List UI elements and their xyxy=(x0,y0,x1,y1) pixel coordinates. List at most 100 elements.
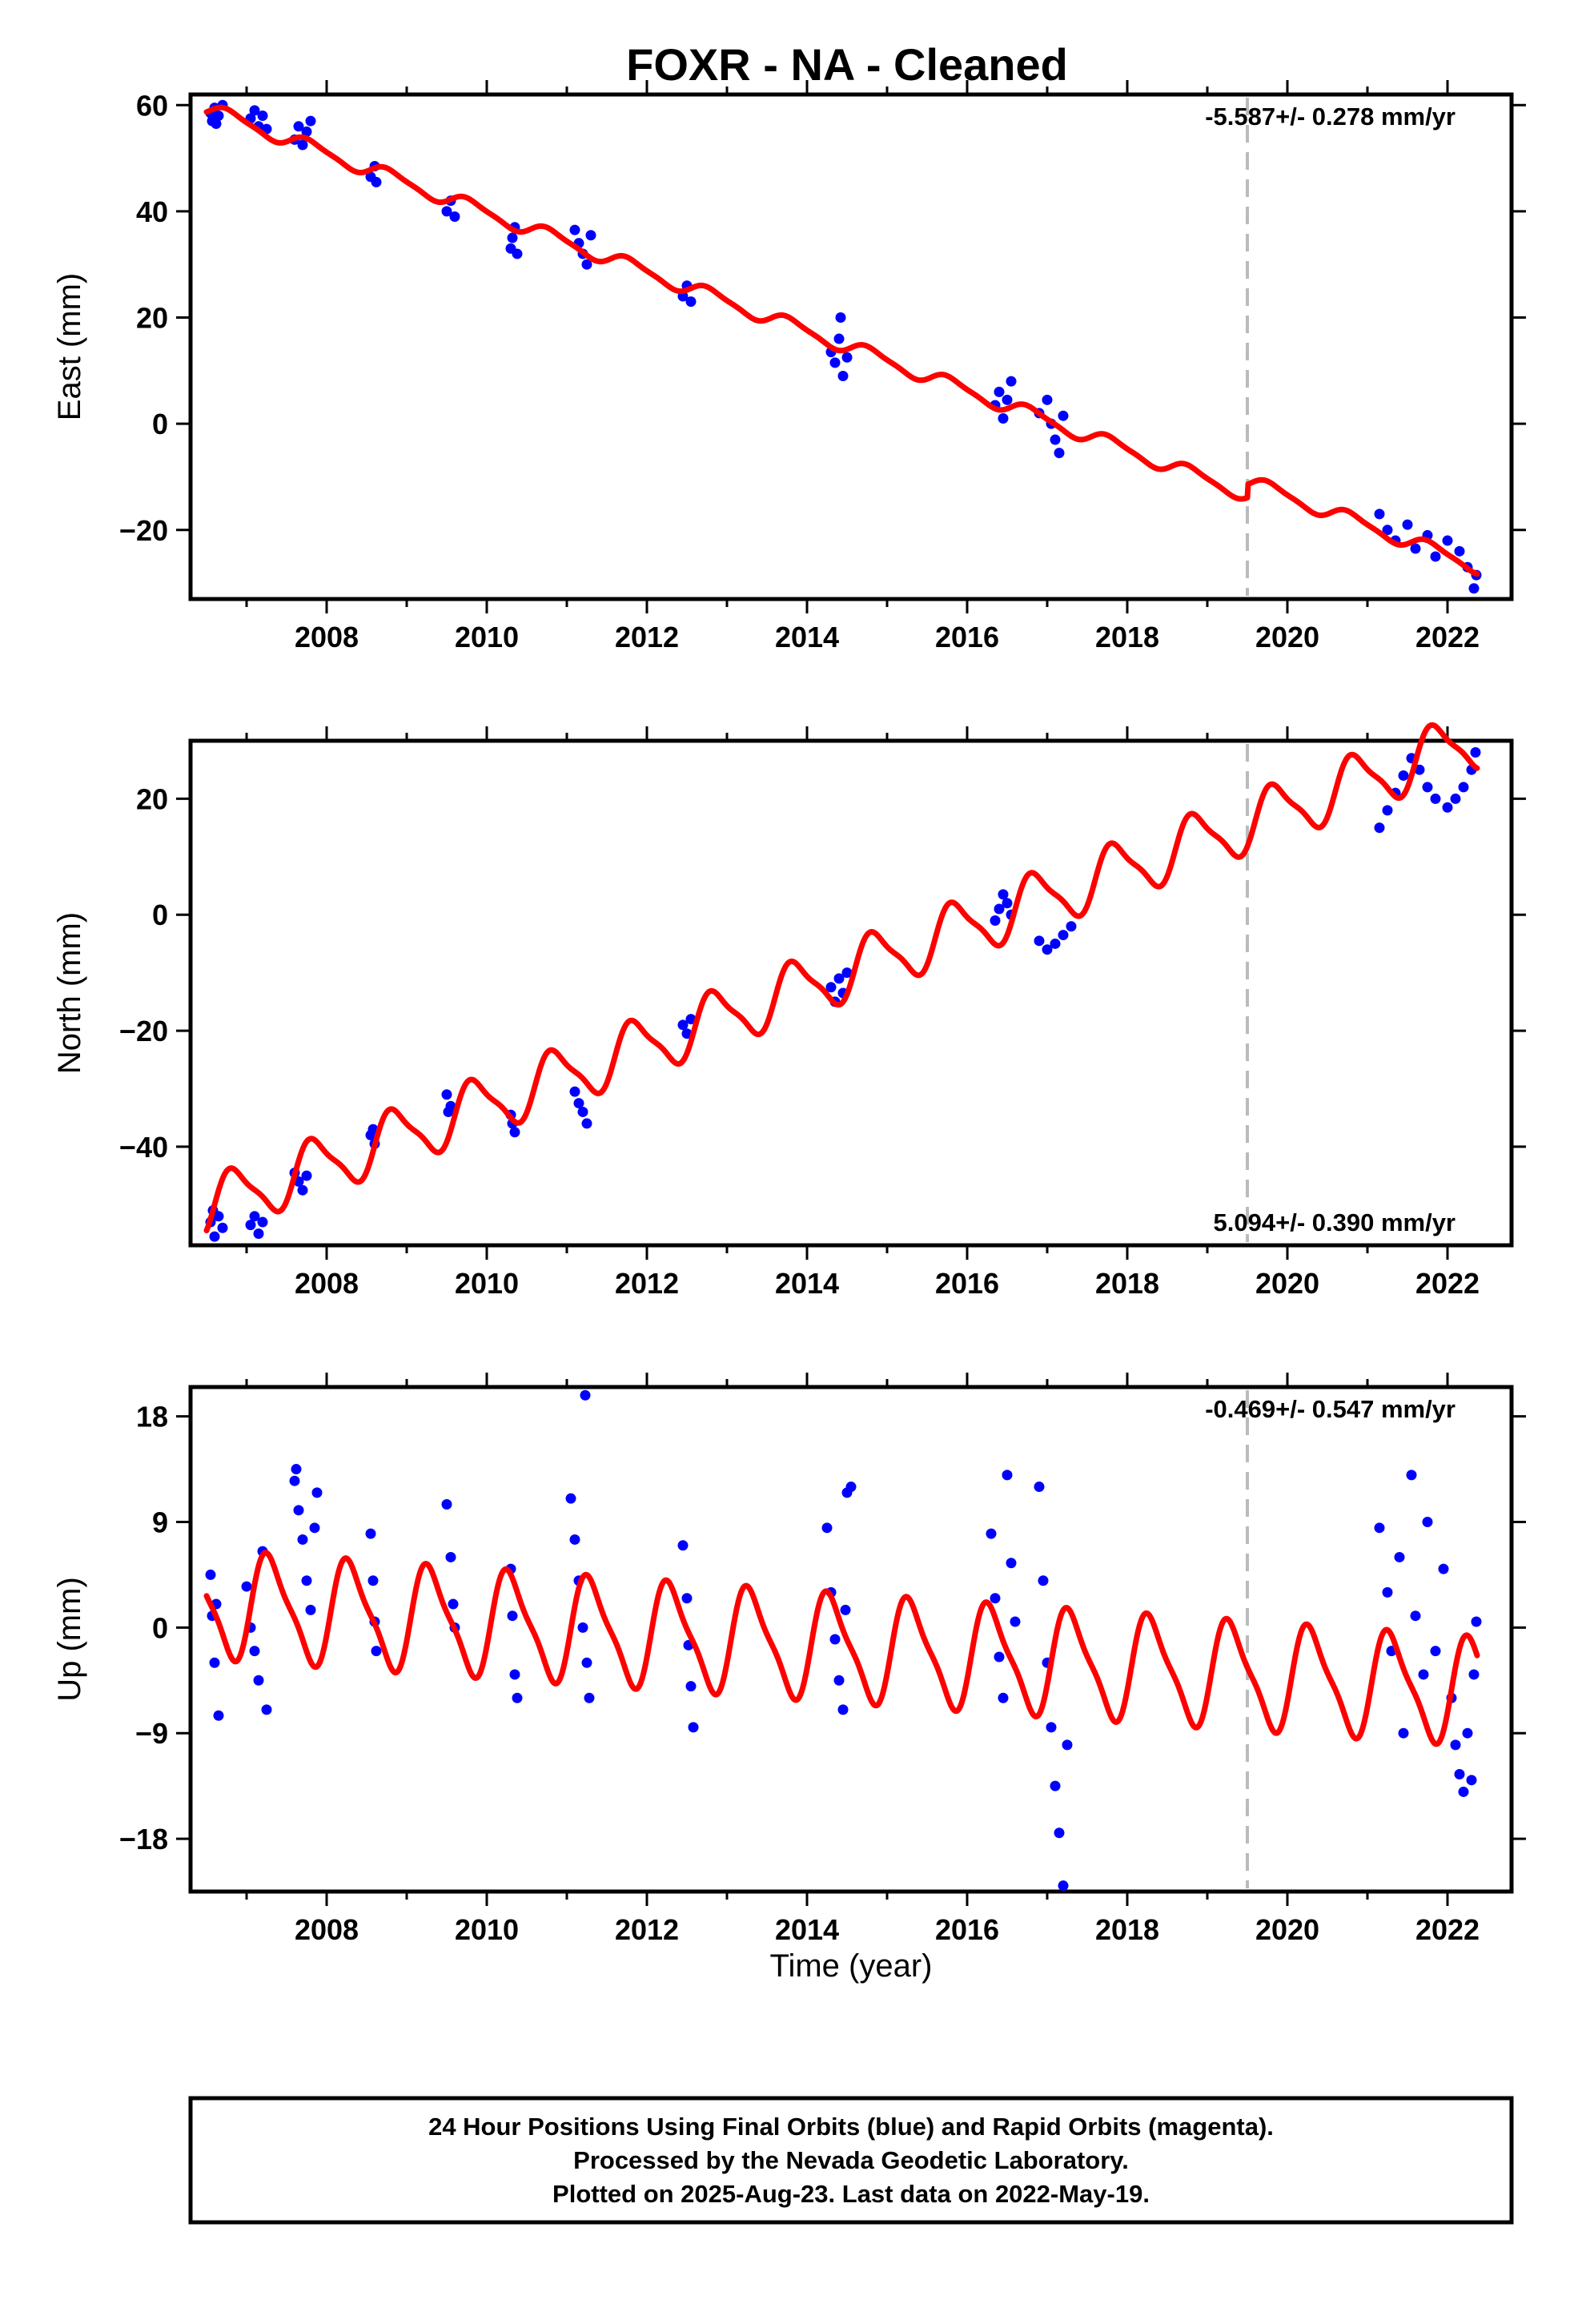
data-point xyxy=(1468,583,1480,594)
y-tick-label: −20 xyxy=(119,1015,168,1047)
data-point xyxy=(445,1551,456,1562)
model-curve xyxy=(203,722,1480,1234)
y-tick-label: 20 xyxy=(136,302,168,335)
data-point xyxy=(1002,898,1013,909)
data-point xyxy=(507,1610,518,1622)
data-point xyxy=(211,118,222,129)
x-tick-label: 2008 xyxy=(295,1913,359,1946)
data-point xyxy=(1406,1470,1417,1481)
data-point xyxy=(297,139,308,151)
x-tick-label: 2012 xyxy=(615,1267,679,1300)
data-point xyxy=(209,1231,220,1242)
data-point xyxy=(1438,1563,1449,1574)
data-point xyxy=(577,1106,588,1117)
panels-layer: 2008 2010 2012 2014 2016 2018 2020 20226040200−… xyxy=(52,80,1526,1984)
data-point xyxy=(507,232,518,243)
data-point xyxy=(841,967,853,979)
x-tick-label: 2022 xyxy=(1415,621,1480,653)
data-point xyxy=(1050,1780,1061,1791)
data-point xyxy=(1422,782,1433,793)
y-tick-label: 9 xyxy=(152,1506,168,1538)
x-tick-label: 2022 xyxy=(1415,1267,1480,1300)
data-point xyxy=(1398,770,1409,781)
data-point xyxy=(1002,1470,1013,1481)
x-tick-label: 2022 xyxy=(1415,1913,1480,1946)
data-point xyxy=(677,1540,689,1551)
x-tick-label: 2014 xyxy=(775,1267,839,1300)
y-tick-label: 40 xyxy=(136,195,168,228)
data-point xyxy=(1402,519,1413,530)
data-point xyxy=(840,1604,851,1615)
data-point xyxy=(681,1593,693,1604)
y-tick-label: 0 xyxy=(152,1611,168,1644)
data-point xyxy=(1042,394,1053,405)
data-point xyxy=(990,915,1001,926)
data-point xyxy=(1450,793,1461,804)
data-point xyxy=(257,1216,268,1228)
data-point xyxy=(998,889,1009,900)
data-point xyxy=(833,973,845,984)
data-point xyxy=(213,1211,224,1222)
data-point xyxy=(1422,1516,1433,1527)
data-point xyxy=(1010,1616,1021,1627)
x-tick-label: 2014 xyxy=(775,1913,839,1946)
x-axis-label: Time (year) xyxy=(770,1948,933,1984)
y-axis-label: North (mm) xyxy=(52,912,87,1074)
data-point xyxy=(685,1014,697,1025)
data-point xyxy=(1442,535,1453,546)
x-tick-label: 2020 xyxy=(1255,1267,1319,1300)
data-point xyxy=(449,211,460,223)
data-point xyxy=(1050,938,1061,949)
data-point xyxy=(301,126,312,137)
x-tick-label: 2010 xyxy=(455,1267,519,1300)
chart-title: FOXR - NA - Cleaned xyxy=(626,39,1068,90)
y-tick-label: −18 xyxy=(119,1823,168,1856)
y-axis-label: East (mm) xyxy=(52,273,87,420)
data-point xyxy=(297,1184,308,1196)
data-point xyxy=(994,903,1005,915)
data-point xyxy=(371,1646,382,1657)
y-tick-label: −40 xyxy=(119,1131,168,1164)
data-point xyxy=(580,1389,591,1401)
data-point xyxy=(1430,1646,1441,1657)
data-point xyxy=(1046,1722,1057,1733)
data-point xyxy=(241,1581,252,1592)
data-point xyxy=(293,121,304,132)
data-point xyxy=(1066,921,1077,932)
data-point xyxy=(213,111,224,122)
data-point xyxy=(1034,935,1045,947)
panel-frame xyxy=(188,1385,1514,1894)
data-point xyxy=(833,1675,845,1686)
x-tick-label: 2018 xyxy=(1095,1913,1159,1946)
data-point xyxy=(257,111,268,122)
panel-up: 2008 2010 2012 2014 2016 2018 2020 2022 18 9 0 −9 −1… xyxy=(52,1373,1526,1946)
data-point xyxy=(309,1522,320,1534)
data-point xyxy=(509,1669,520,1680)
data-point xyxy=(1458,782,1469,793)
data-point xyxy=(1058,1880,1069,1892)
data-point xyxy=(205,1569,216,1580)
data-point xyxy=(569,1534,580,1545)
x-tick-label: 2012 xyxy=(615,621,679,653)
data-point xyxy=(573,1098,584,1109)
data-point xyxy=(509,1127,520,1138)
data-point xyxy=(581,1657,592,1668)
x-tick-label: 2018 xyxy=(1095,621,1159,653)
data-point xyxy=(1410,543,1421,554)
data-point xyxy=(1462,1727,1473,1739)
data-point xyxy=(443,1106,454,1117)
data-point xyxy=(289,1475,300,1486)
data-point xyxy=(1382,805,1393,816)
footer-line-1: 24 Hour Positions Using Final Orbits (bl… xyxy=(428,2113,1274,2141)
data-point xyxy=(512,1692,523,1703)
data-point xyxy=(1466,1775,1477,1786)
data-point xyxy=(293,1505,304,1516)
y-tick-label: 60 xyxy=(136,89,168,122)
data-point xyxy=(1398,1727,1409,1739)
data-point xyxy=(584,1692,595,1703)
footer-box: 24 Hour Positions Using Final Orbits (bl… xyxy=(188,2096,1514,2225)
data-point xyxy=(829,357,841,368)
velocity-label: 5.094+/- 0.390 mm/yr xyxy=(1214,1208,1456,1236)
data-point xyxy=(1042,944,1053,955)
